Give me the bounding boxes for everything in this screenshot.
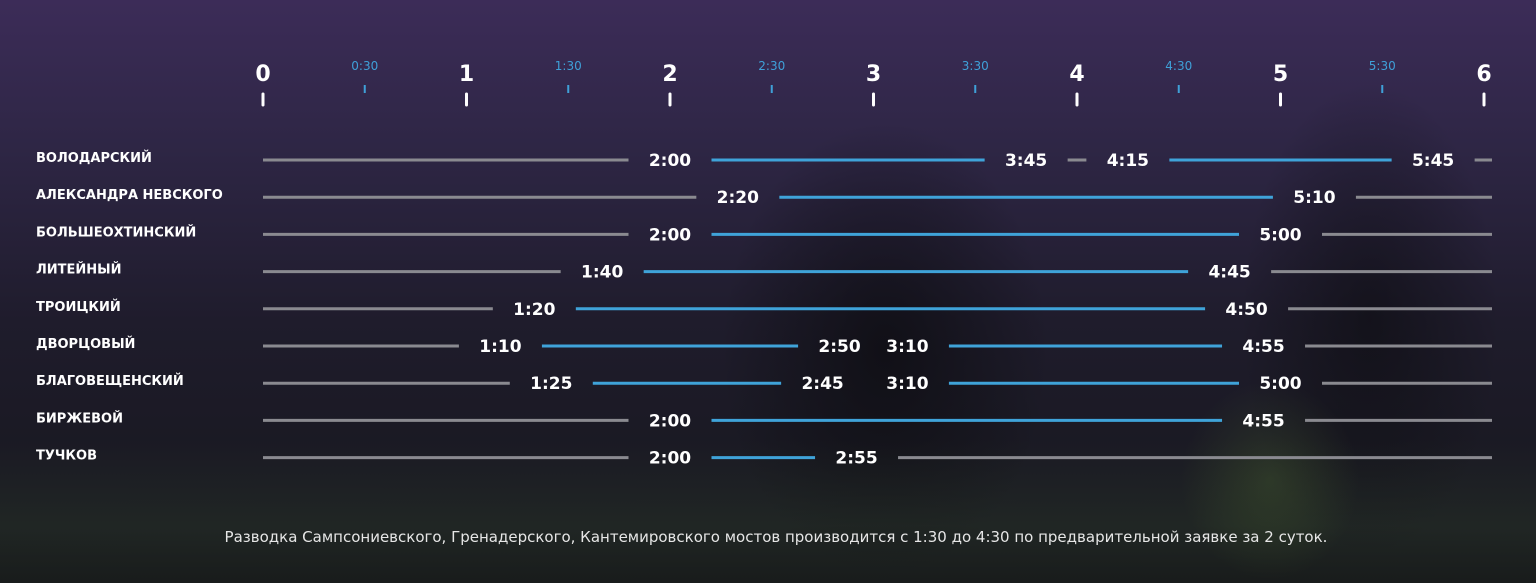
axis-tick-label: 5 [1273,62,1288,87]
bridge-row: БЛАГОВЕЩЕНСКИЙ 1:25 2:45 3:10 5:00 [36,373,1492,394]
bridge-row: ДВОРЦОВЫЙ 1:10 2:50 3:10 4:55 [36,336,1492,357]
bridge-name: АЛЕКСАНДРА НЕВСКОГО [36,188,223,203]
bridge-rows: ВОЛОДАРСКИЙ 2:00 3:45 4:15 5:45 АЛЕКСАНДРА НЕ… [36,150,1492,469]
bridge-name: ТУЧКОВ [36,449,97,464]
bridge-name: ВОЛОДАРСКИЙ [36,150,152,166]
bridge-row: ЛИТЕЙНЫЙ 1:40 4:45 [36,262,1492,283]
interval-end-label: 5:00 [1259,225,1301,245]
interval-start-label: 1:40 [581,263,623,283]
bridge-row: ТУЧКОВ 2:00 2:55 [36,449,1492,469]
interval-end-label: 5:45 [1412,151,1454,171]
axis-tick-label: 3 [866,62,881,87]
interval-start-label: 2:00 [649,411,691,431]
interval-end-label: 3:45 [1005,151,1047,171]
bridge-name: ДВОРЦОВЫЙ [36,336,135,352]
interval-end-label: 4:55 [1242,411,1284,431]
bridge-name: БОЛЬШЕОХТИНСКИЙ [36,224,196,240]
interval-start-label: 1:20 [513,300,555,320]
bridge-name: ЛИТЕЙНЫЙ [36,262,122,278]
interval-end-label: 2:55 [835,449,877,469]
axis-minor-tick-label: 1:30 [555,59,582,73]
interval-start-label: 3:10 [886,374,928,394]
footnote: Разводка Сампсониевского, Гренадерского,… [224,528,1328,546]
axis-tick-label: 1 [459,62,474,87]
axis-minor-tick-label: 4:30 [1165,59,1192,73]
axis-minor-tick-label: 3:30 [962,59,989,73]
axis-minor-tick-label: 5:30 [1369,59,1396,73]
bridge-row: АЛЕКСАНДРА НЕВСКОГО 2:20 5:10 [36,188,1492,208]
interval-start-label: 2:00 [649,225,691,245]
interval-end-label: 4:50 [1225,300,1267,320]
axis-tick-label: 0 [255,62,270,87]
interval-start-label: 2:00 [649,449,691,469]
interval-start-label: 4:15 [1107,151,1149,171]
interval-end-label: 5:10 [1293,188,1335,208]
bridge-row: БОЛЬШЕОХТИНСКИЙ 2:00 5:00 [36,224,1492,245]
bridge-name: ТРОИЦКИЙ [36,299,121,315]
interval-end-label: 4:45 [1208,263,1250,283]
interval-start-label: 1:10 [479,337,521,357]
interval-end-label: 2:45 [801,374,843,394]
axis-minor-tick-label: 2:30 [758,59,785,73]
interval-start-label: 2:00 [649,151,691,171]
bridge-row: БИРЖЕВОЙ 2:00 4:55 [36,410,1492,431]
axis-minor-tick-label: 0:30 [351,59,378,73]
axis-tick-label: 4 [1069,62,1084,87]
interval-start-label: 3:10 [886,337,928,357]
interval-end-label: 5:00 [1259,374,1301,394]
interval-start-label: 1:25 [530,374,572,394]
bridge-row: ТРОИЦКИЙ 1:20 4:50 [36,299,1492,320]
bridge-row: ВОЛОДАРСКИЙ 2:00 3:45 4:15 5:45 [36,150,1492,171]
interval-end-label: 4:55 [1242,337,1284,357]
time-axis: 0 1 2 3 4 5 6 0:30 1:30 2:30 3:30 4:30 5:30 [255,59,1492,107]
axis-tick-label: 2 [662,62,677,87]
bridge-name: БЛАГОВЕЩЕНСКИЙ [36,373,184,389]
interval-end-label: 2:50 [818,337,860,357]
axis-tick-label: 6 [1476,62,1491,87]
bridge-name: БИРЖЕВОЙ [36,410,123,426]
interval-start-label: 2:20 [717,188,759,208]
